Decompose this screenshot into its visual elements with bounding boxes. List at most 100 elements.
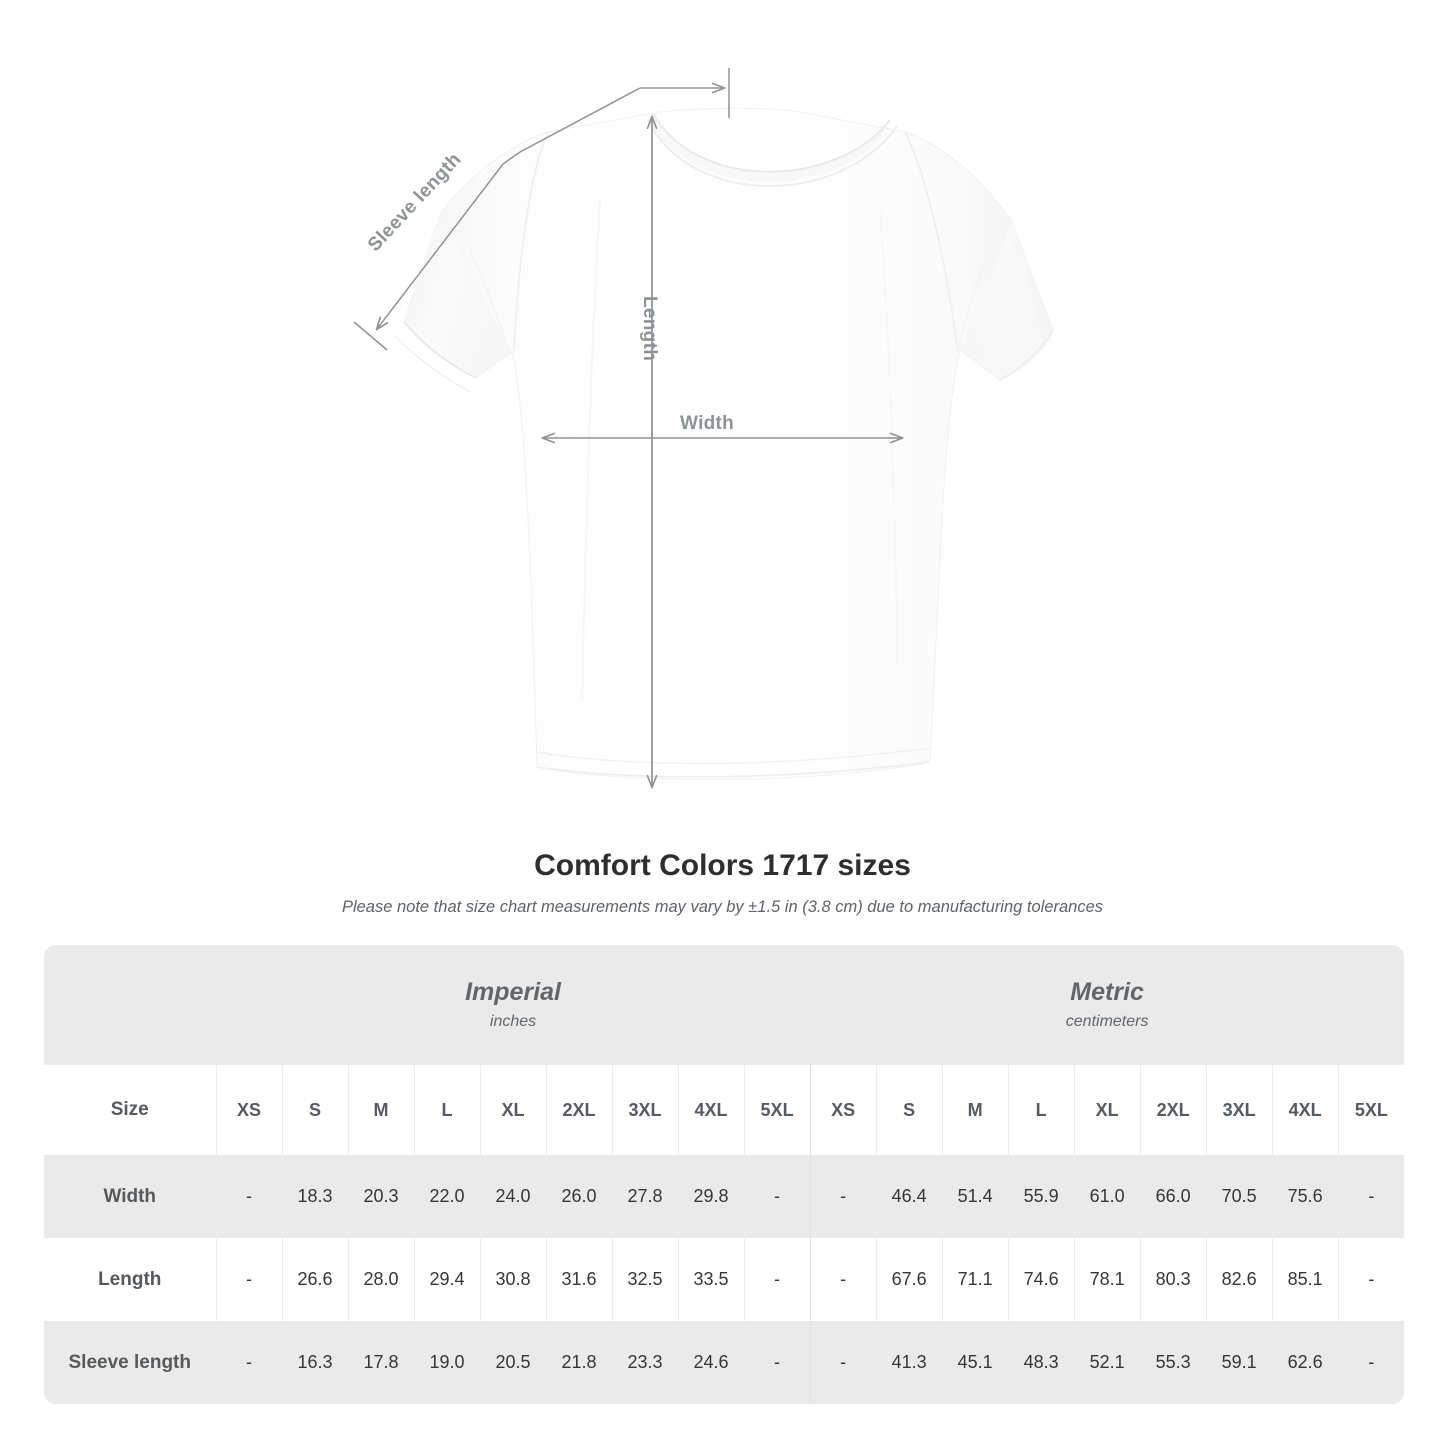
cell-sleeve-imperial-5xl: - bbox=[743, 1321, 811, 1404]
shirt-body bbox=[394, 107, 1054, 780]
cell-length-metric-xl: 78.1 bbox=[1073, 1238, 1141, 1321]
row-label-width: Width bbox=[44, 1155, 216, 1238]
size-header-metric-xs: XS bbox=[809, 1065, 877, 1155]
cell-sleeve-imperial-m: 17.8 bbox=[347, 1321, 414, 1404]
page-title: Comfort Colors 1717 sizes bbox=[534, 849, 911, 882]
cell-width-metric-xl: 61.0 bbox=[1073, 1155, 1141, 1238]
cell-width-imperial-2xl: 26.0 bbox=[545, 1155, 612, 1238]
cell-sleeve-metric-4xl: 62.6 bbox=[1271, 1321, 1339, 1404]
cell-sleeve-imperial-3xl: 23.3 bbox=[611, 1321, 678, 1404]
cell-sleeve-imperial-s: 16.3 bbox=[281, 1321, 348, 1404]
cell-sleeve-metric-5xl: - bbox=[1337, 1321, 1404, 1404]
cell-width-metric-l: 55.9 bbox=[1007, 1155, 1075, 1238]
cell-width-imperial-m: 20.3 bbox=[347, 1155, 414, 1238]
tolerance-note: Please note that size chart measurements… bbox=[341, 898, 1104, 916]
unit-name-imperial: Imperial bbox=[465, 978, 561, 1006]
size-header-imperial-4xl: 4XL bbox=[677, 1065, 744, 1155]
cell-length-metric-m: 71.1 bbox=[941, 1238, 1009, 1321]
size-header-imperial-xl: XL bbox=[479, 1065, 546, 1155]
cell-width-metric-5xl: - bbox=[1337, 1155, 1404, 1238]
cell-length-imperial-2xl: 31.6 bbox=[545, 1238, 612, 1321]
cell-sleeve-metric-s: 41.3 bbox=[875, 1321, 943, 1404]
cell-width-imperial-l: 22.0 bbox=[413, 1155, 480, 1238]
size-header-imperial-xs: XS bbox=[215, 1065, 282, 1155]
size-header-imperial-3xl: 3XL bbox=[611, 1065, 678, 1155]
cell-width-metric-4xl: 75.6 bbox=[1271, 1155, 1339, 1238]
cell-length-metric-l: 74.6 bbox=[1007, 1238, 1075, 1321]
cell-length-imperial-s: 26.6 bbox=[281, 1238, 348, 1321]
cell-sleeve-imperial-4xl: 24.6 bbox=[677, 1321, 744, 1404]
tshirt-measurement-diagram: Sleeve length Length Width bbox=[353, 68, 1054, 789]
size-header-metric-2xl: 2XL bbox=[1139, 1065, 1207, 1155]
cell-sleeve-metric-m: 45.1 bbox=[941, 1321, 1009, 1404]
size-header-metric-4xl: 4XL bbox=[1271, 1065, 1339, 1155]
cell-sleeve-imperial-2xl: 21.8 bbox=[545, 1321, 612, 1404]
cell-length-metric-4xl: 85.1 bbox=[1271, 1238, 1339, 1321]
title-block: Comfort Colors 1717 sizes Please note th… bbox=[0, 846, 1445, 918]
cell-sleeve-metric-xl: 52.1 bbox=[1073, 1321, 1141, 1404]
size-header-metric-3xl: 3XL bbox=[1205, 1065, 1273, 1155]
cell-width-metric-m: 51.4 bbox=[941, 1155, 1009, 1238]
row-label-sleeve-length: Sleeve length bbox=[44, 1321, 216, 1404]
cell-width-metric-s: 46.4 bbox=[875, 1155, 943, 1238]
cell-sleeve-metric-2xl: 55.3 bbox=[1139, 1321, 1207, 1404]
size-header-metric-l: L bbox=[1007, 1065, 1075, 1155]
cell-width-metric-xs: - bbox=[809, 1155, 877, 1238]
cell-length-imperial-4xl: 33.5 bbox=[677, 1238, 744, 1321]
size-header-imperial-5xl: 5XL bbox=[743, 1065, 811, 1155]
width-label: Width bbox=[680, 413, 735, 434]
size-header-imperial-l: L bbox=[413, 1065, 480, 1155]
cell-sleeve-imperial-xl: 20.5 bbox=[479, 1321, 546, 1404]
cell-width-imperial-s: 18.3 bbox=[281, 1155, 348, 1238]
dimension-annotations bbox=[353, 68, 904, 789]
unit-name-metric: Metric bbox=[1070, 978, 1144, 1006]
cell-width-imperial-4xl: 29.8 bbox=[677, 1155, 744, 1238]
row-label-length: Length bbox=[44, 1238, 216, 1321]
cell-length-metric-3xl: 82.6 bbox=[1205, 1238, 1273, 1321]
length-label: Length bbox=[639, 296, 660, 362]
unit-sub-metric: centimeters bbox=[1065, 1013, 1149, 1030]
unit-header-spacer bbox=[44, 945, 216, 1065]
cell-length-imperial-xl: 30.8 bbox=[479, 1238, 546, 1321]
size-header-metric-m: M bbox=[941, 1065, 1009, 1155]
cell-sleeve-metric-xs: - bbox=[809, 1321, 877, 1404]
unit-header-imperial: Imperial inches bbox=[216, 945, 811, 1065]
cell-width-metric-3xl: 70.5 bbox=[1205, 1155, 1273, 1238]
cell-width-imperial-xs: - bbox=[215, 1155, 282, 1238]
table-row-length: Length - 26.6 28.0 29.4 30.8 31.6 32.5 3… bbox=[44, 1238, 1404, 1321]
size-header-row: Size XS S M L XL 2XL 3XL 4XL 5XL XS S M … bbox=[44, 1065, 1404, 1155]
cell-sleeve-metric-3xl: 59.1 bbox=[1205, 1321, 1273, 1404]
table-row-width: Width - 18.3 20.3 22.0 24.0 26.0 27.8 29… bbox=[44, 1155, 1404, 1238]
cell-length-imperial-m: 28.0 bbox=[347, 1238, 414, 1321]
cell-length-metric-2xl: 80.3 bbox=[1139, 1238, 1207, 1321]
cell-length-metric-xs: - bbox=[809, 1238, 877, 1321]
size-header-metric-s: S bbox=[875, 1065, 943, 1155]
table-row-sleeve-length: Sleeve length - 16.3 17.8 19.0 20.5 21.8… bbox=[44, 1321, 1404, 1404]
unit-sub-imperial: inches bbox=[489, 1013, 537, 1030]
cell-sleeve-imperial-l: 19.0 bbox=[413, 1321, 480, 1404]
size-chart-table: Imperial inches Metric centimeters Size … bbox=[44, 945, 1404, 1404]
size-header-metric-5xl: 5XL bbox=[1337, 1065, 1404, 1155]
cell-width-imperial-5xl: - bbox=[743, 1155, 811, 1238]
cell-width-imperial-xl: 24.0 bbox=[479, 1155, 546, 1238]
cell-sleeve-metric-l: 48.3 bbox=[1007, 1321, 1075, 1404]
cell-length-imperial-5xl: - bbox=[743, 1238, 811, 1321]
unit-header-metric: Metric centimeters bbox=[810, 945, 1404, 1065]
cell-length-imperial-xs: - bbox=[215, 1238, 282, 1321]
size-header-imperial-m: M bbox=[347, 1065, 414, 1155]
size-header-label: Size bbox=[44, 1065, 216, 1155]
cell-length-metric-5xl: - bbox=[1337, 1238, 1404, 1321]
cell-width-imperial-3xl: 27.8 bbox=[611, 1155, 678, 1238]
size-chart-table-wrapper: Imperial inches Metric centimeters Size … bbox=[44, 945, 1404, 1404]
tshirt-illustration bbox=[353, 68, 1054, 789]
sleeve-length-dimension bbox=[353, 68, 730, 351]
cell-width-metric-2xl: 66.0 bbox=[1139, 1155, 1207, 1238]
cell-sleeve-imperial-xs: - bbox=[215, 1321, 282, 1404]
unit-header-row: Imperial inches Metric centimeters bbox=[44, 945, 1404, 1065]
size-header-imperial-s: S bbox=[281, 1065, 348, 1155]
cell-length-metric-s: 67.6 bbox=[875, 1238, 943, 1321]
size-header-metric-xl: XL bbox=[1073, 1065, 1141, 1155]
cell-length-imperial-3xl: 32.5 bbox=[611, 1238, 678, 1321]
size-header-imperial-2xl: 2XL bbox=[545, 1065, 612, 1155]
